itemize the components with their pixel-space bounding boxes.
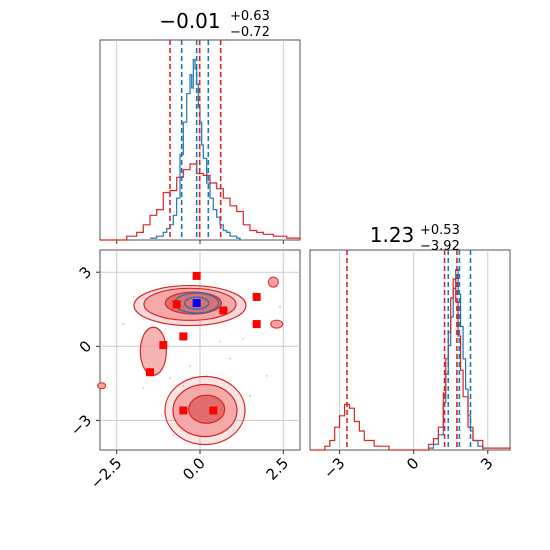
joint-island-contour [270, 319, 284, 329]
joint-y-tick-label: 0 [76, 337, 95, 356]
joint-sample-point [172, 434, 175, 437]
joint-sample-point [249, 394, 251, 397]
marginal-y-title-lower: −3.92 [420, 239, 460, 254]
joint-red-marker [192, 271, 201, 280]
joint-panel: −2.5 0.0 2.5 3 0 −3 [67, 249, 301, 493]
joint-red-marker [172, 300, 181, 309]
joint-x-tick-label: −2.5 [87, 454, 125, 492]
marginal-y-title-upper: +0.53 [420, 223, 460, 238]
joint-sample-point [132, 296, 135, 298]
joint-sample-point [219, 340, 221, 343]
joint-sample-point [229, 357, 231, 360]
marginal-x-red-histogram [100, 163, 301, 241]
joint-red-marker [159, 341, 168, 350]
marginal-x-blue-histogram [150, 58, 241, 240]
joint-sample-point [122, 323, 125, 325]
marginal-y-tick-label: 3 [477, 454, 496, 473]
joint-x-tick-label: 2.5 [263, 454, 293, 484]
joint-sample-point [142, 387, 145, 390]
marginal-x-title-lower: −0.72 [230, 25, 270, 40]
joint-sample-point [279, 305, 281, 308]
joint-blue-marker [192, 299, 201, 308]
joint-lower-inner-contour [188, 394, 226, 424]
joint-sample-point [242, 337, 245, 340]
joint-red-marker [252, 292, 261, 301]
marginal-x-title: −0.01 [159, 9, 220, 33]
marginal-y-title: 1.23 [370, 223, 415, 247]
joint-red-marker [219, 306, 228, 315]
joint-sample-point [182, 384, 185, 387]
marginal-y-tick-label: 0 [403, 454, 422, 473]
joint-y-tick-label: 3 [76, 263, 95, 282]
marginal-x-title-upper: +0.63 [230, 9, 270, 24]
joint-red-marker [252, 320, 261, 329]
marginal-y-tick-label: −3 [320, 454, 348, 482]
joint-sample-point [169, 377, 171, 380]
joint-blue-inner-contour [183, 296, 210, 310]
joint-red-marker [146, 368, 154, 377]
joint-island-contour [267, 276, 279, 288]
joint-island-contour [97, 382, 107, 390]
marginal-y-axes [309, 249, 511, 451]
joint-red-marker [179, 332, 188, 341]
joint-red-marker [179, 406, 188, 415]
joint-sample-point [232, 429, 235, 432]
joint-y-tick-label: −3 [67, 411, 95, 439]
joint-left-tail-contour [139, 326, 167, 376]
joint-sample-point [265, 375, 268, 377]
marginal-y-red-histogram [310, 278, 511, 451]
joint-x-tick-label: 0.0 [179, 454, 209, 484]
joint-sample-point [189, 365, 191, 367]
joint-red-marker [209, 406, 218, 415]
